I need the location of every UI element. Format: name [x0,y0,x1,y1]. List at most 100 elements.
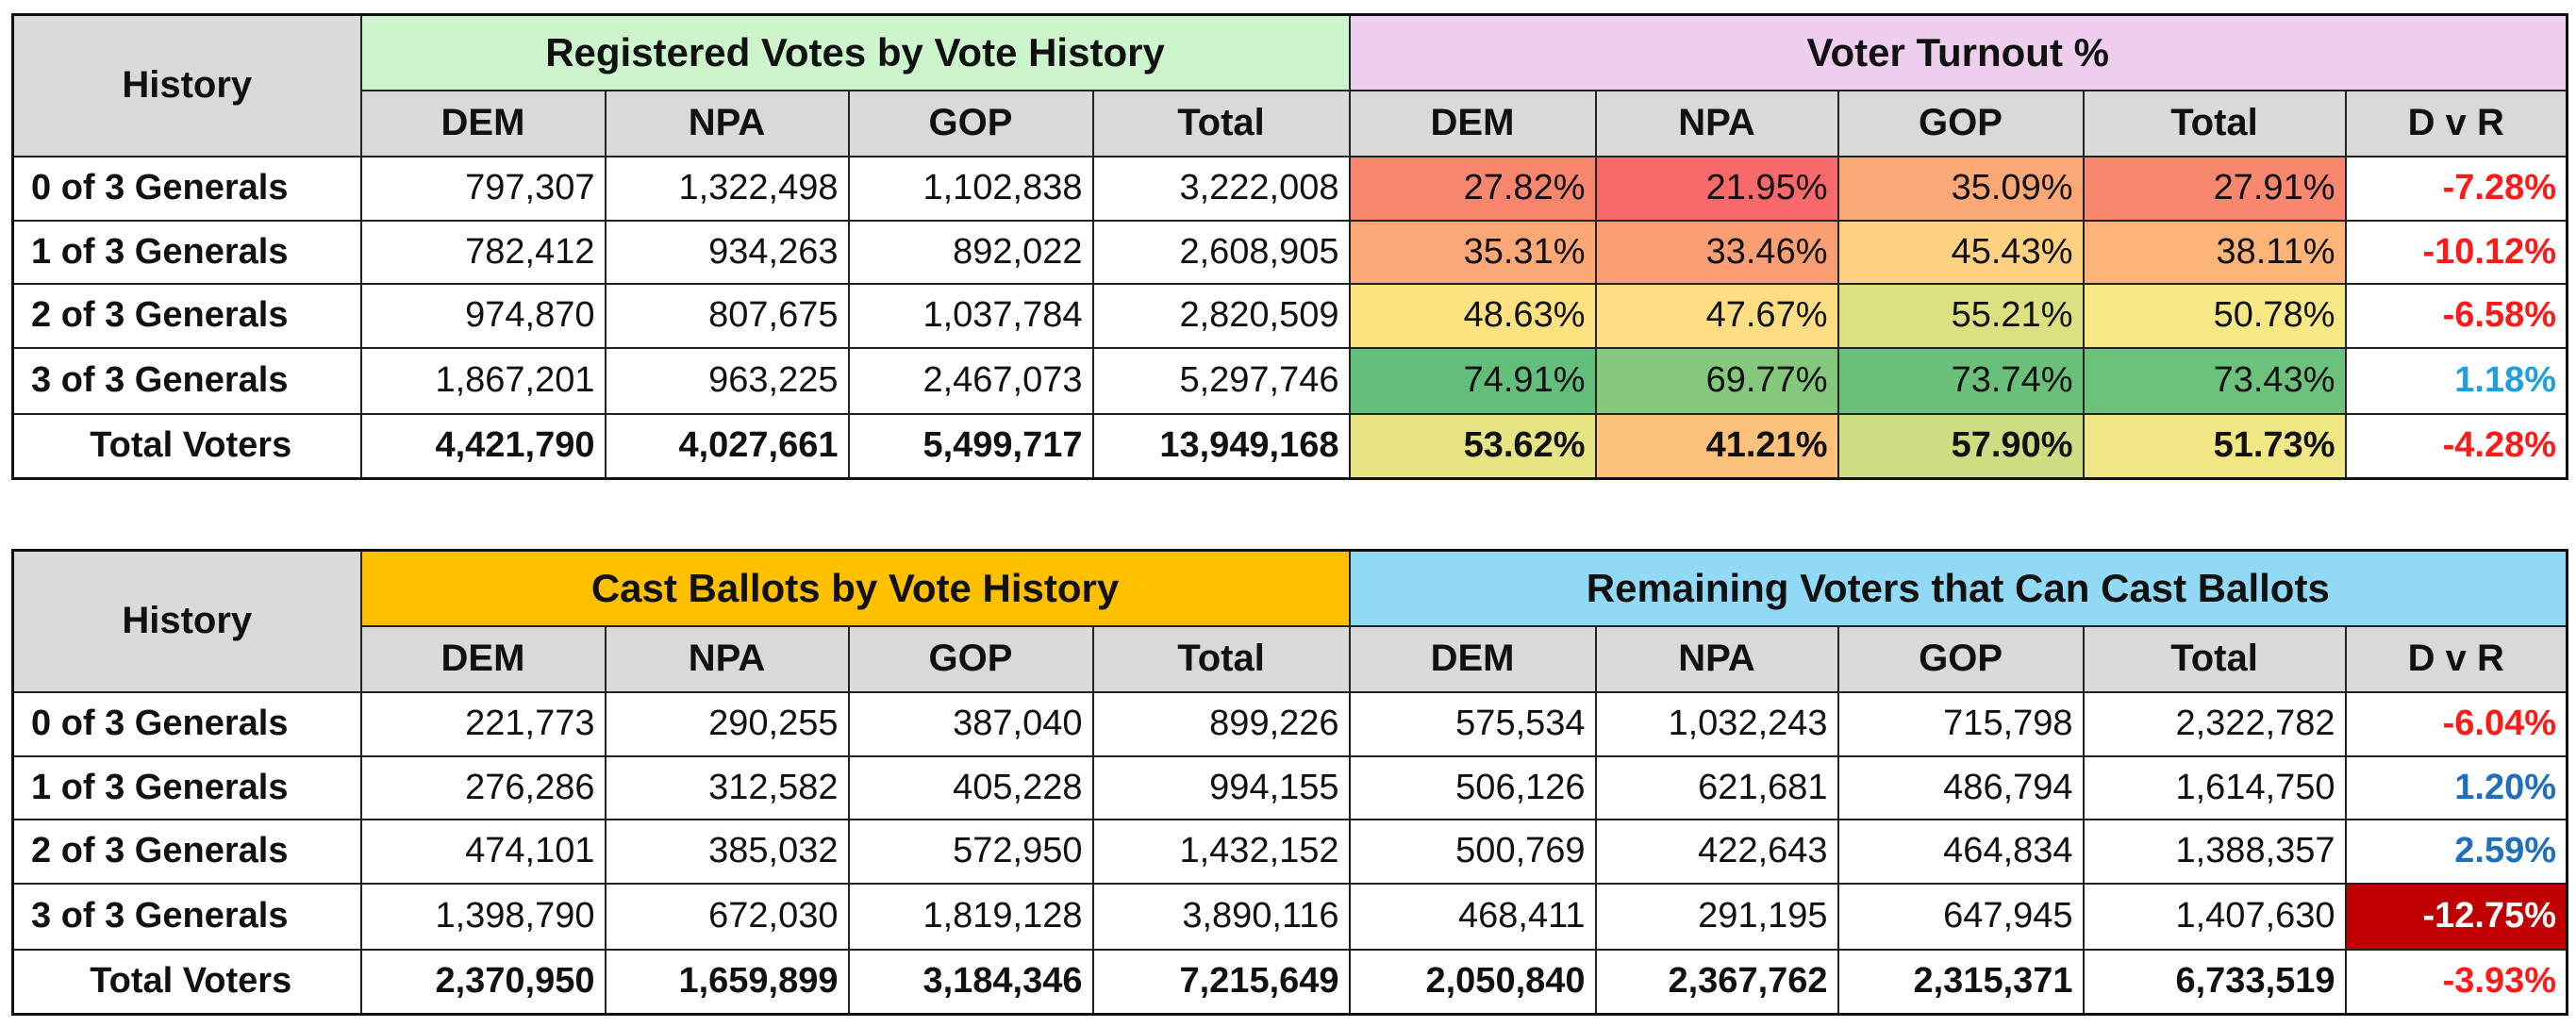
cell: 500,769 [1348,818,1597,885]
cell: 782,412 [359,219,607,285]
cell: 291,195 [1594,882,1839,951]
data-row: 0 of 3 Generals 221,773 290,255 387,040 899,… [11,690,2568,757]
cell: 1,407,630 [2082,882,2347,951]
group-header: Voter Turnout % [1348,13,2568,91]
dvr-cell: -6.04% [2344,690,2568,757]
column-header: NPA [1594,624,1839,693]
cell: 715,798 [1836,690,2085,757]
column-header: GOP [1836,624,2085,693]
cell: 5,499,717 [847,412,1094,480]
column-header: NPA [1594,89,1839,157]
cell: 73.74% [1836,346,2085,415]
column-header: NPA [604,624,850,693]
column-header: Total [2082,89,2347,157]
column-header: DEM [359,89,607,157]
cell: 21.95% [1594,155,1839,222]
dvr-cell: 1.20% [2344,754,2568,820]
dvr-cell: 2.59% [2344,818,2568,885]
cell: 51.73% [2082,412,2347,480]
row-label: 3 of 3 Generals [11,882,362,951]
cell: 1,819,128 [847,882,1094,951]
cell: 1,032,243 [1594,690,1839,757]
cell: 35.31% [1348,219,1597,285]
group-header-row: History Cast Ballots by Vote History Remai… [11,549,2568,693]
cell: 1,867,201 [359,346,607,415]
row-label: 0 of 3 Generals [11,155,362,222]
cell: 934,263 [604,219,850,285]
row-label: 3 of 3 Generals [11,346,362,415]
cell: 47.67% [1594,282,1839,349]
cell: 486,794 [1836,754,2085,820]
cell: 1,614,750 [2082,754,2347,820]
row-label: 0 of 3 Generals [11,690,362,757]
sub-header-row: DEM NPA GOP Total DEM NPA GOP Total D v R [13,624,2568,693]
column-header: DEM [1348,624,1597,693]
cell: 4,421,790 [359,412,607,480]
cell: 974,870 [359,282,607,349]
data-row: 1 of 3 Generals 276,286 312,582 405,228 994,… [11,754,2568,820]
column-header: GOP [847,624,1094,693]
cell: 994,155 [1091,754,1351,820]
cell: 2,367,762 [1594,948,1839,1016]
data-row: 0 of 3 Generals 797,307 1,322,498 1,102,838… [11,155,2568,222]
group-header: Registered Votes by Vote History [359,13,1351,91]
cell: 1,388,357 [2082,818,2347,885]
cell: 312,582 [604,754,850,820]
dvr-cell: -7.28% [2344,155,2568,222]
column-header: Total [1091,89,1351,157]
cell: 422,643 [1594,818,1839,885]
cell: 73.43% [2082,346,2347,415]
cell: 38.11% [2082,219,2347,285]
cell: 35.09% [1836,155,2085,222]
data-row: 3 of 3 Generals 1,398,790 672,030 1,819,128… [11,882,2568,951]
data-row: 2 of 3 Generals 974,870 807,675 1,037,784 2,… [11,282,2568,349]
cell: 1,398,790 [359,882,607,951]
cell: 387,040 [847,690,1094,757]
column-header: NPA [604,89,850,157]
cell: 575,534 [1348,690,1597,757]
cell: 2,608,905 [1091,219,1351,285]
cell: 290,255 [604,690,850,757]
cell: 621,681 [1594,754,1839,820]
cell: 2,370,950 [359,948,607,1016]
dvr-cell: -4.28% [2344,412,2568,480]
row-label: Total Voters [11,948,362,1016]
row-label: 1 of 3 Generals [11,219,362,285]
cell: 4,027,661 [604,412,850,480]
cell: 474,101 [359,818,607,885]
group-header: Cast Ballots by Vote History [359,549,1351,627]
cell: 672,030 [604,882,850,951]
cell: 27.91% [2082,155,2347,222]
data-row: 1 of 3 Generals 782,412 934,263 892,022 2,60… [11,219,2568,285]
column-header: D v R [2344,89,2568,157]
cell: 506,126 [1348,754,1597,820]
cell: 74.91% [1348,346,1597,415]
cell: 963,225 [604,346,850,415]
cell: 3,890,116 [1091,882,1351,951]
cell: 45.43% [1836,219,2085,285]
cell: 53.62% [1348,412,1597,480]
sub-header-row: DEM NPA GOP Total DEM NPA GOP Total D v R [13,89,2568,157]
history-header: History [11,13,362,157]
cell: 1,322,498 [604,155,850,222]
cell: 3,222,008 [1091,155,1351,222]
cell: 2,050,840 [1348,948,1597,1016]
cell: 2,467,073 [847,346,1094,415]
cell: 1,037,784 [847,282,1094,349]
row-label: 2 of 3 Generals [11,282,362,349]
cell: 1,432,152 [1091,818,1351,885]
cell: 50.78% [2082,282,2347,349]
cell: 48.63% [1348,282,1597,349]
dvr-cell: 1.18% [2344,346,2568,415]
cell: 572,950 [847,818,1094,885]
cell: 41.21% [1594,412,1839,480]
group-header-row: History Registered Votes by Vote History V… [11,13,2568,157]
column-header: GOP [847,89,1094,157]
cell: 55.21% [1836,282,2085,349]
dvr-cell: -12.75% [2344,882,2568,951]
cell: 2,820,509 [1091,282,1351,349]
cell: 3,184,346 [847,948,1094,1016]
cell: 797,307 [359,155,607,222]
cell: 468,411 [1348,882,1597,951]
